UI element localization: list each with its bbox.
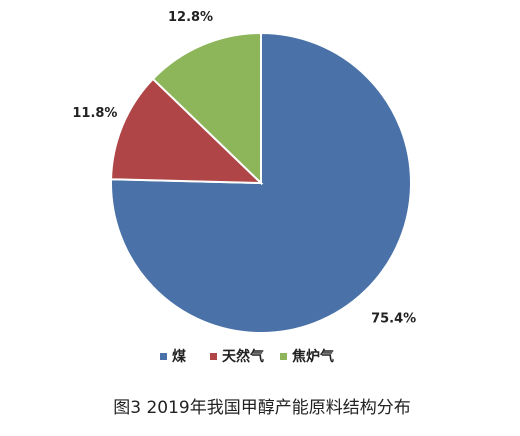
legend-swatch (280, 353, 287, 360)
pie-slice (151, 31, 262, 186)
pie-slice (110, 77, 264, 185)
legend-label: 煤 (172, 348, 187, 365)
legend-label: 焦炉气 (291, 348, 334, 365)
legend-swatch (210, 353, 217, 360)
legend-swatch (160, 353, 167, 360)
chart-title: 图3 2019年我国甲醇产能原料结构分布 (113, 398, 410, 418)
data-label: 11.8% (72, 106, 117, 121)
data-label: 75.4% (371, 312, 416, 327)
legend-label: 天然气 (222, 348, 264, 365)
data-label: 12.8% (168, 10, 213, 25)
